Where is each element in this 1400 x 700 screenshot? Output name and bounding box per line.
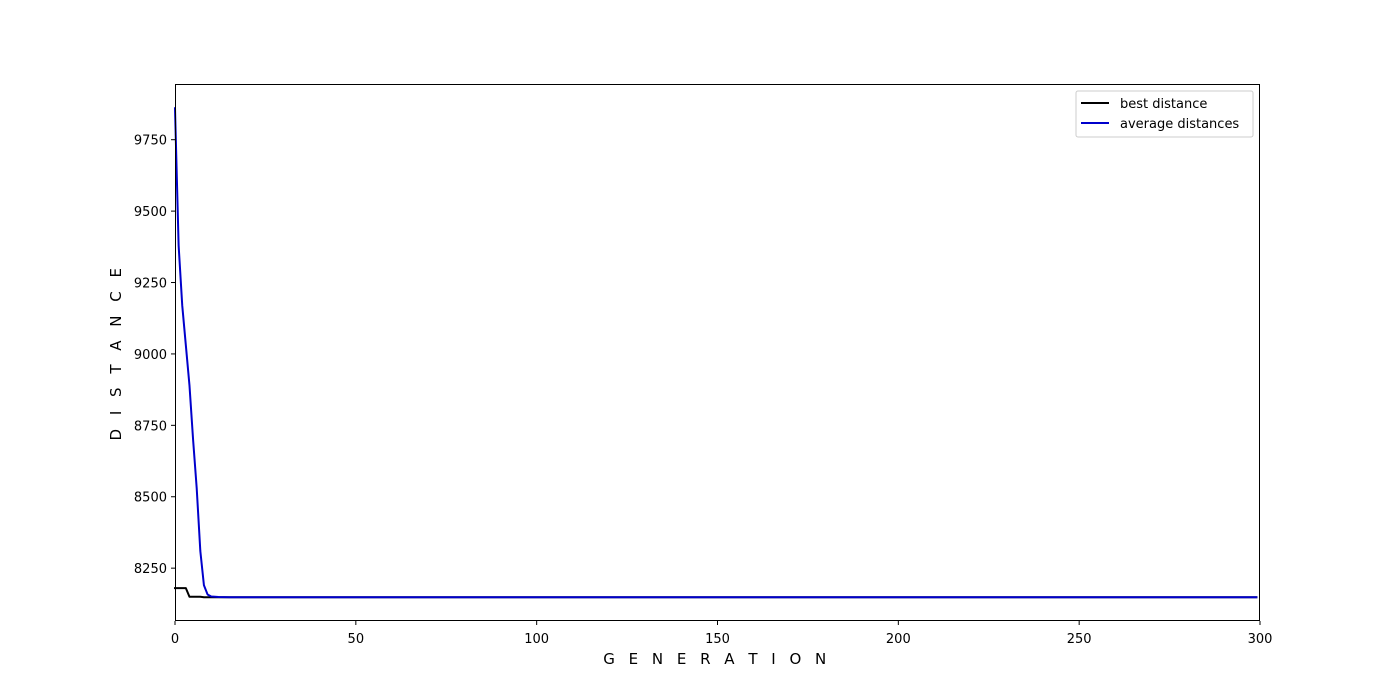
y-tick-label: 9250 — [134, 277, 167, 292]
y-tick-label: 9500 — [134, 205, 167, 220]
y-axis-title: D I S T A N C E — [107, 264, 125, 441]
y-tick-label: 8750 — [134, 419, 167, 434]
y-tick-label: 8500 — [134, 491, 167, 506]
series-line-average-distances — [173, 107, 1258, 599]
x-axis-ticks: 0 50 100 150 200 250 300 — [171, 621, 1273, 647]
plot-area-background — [175, 84, 1260, 621]
legend-box — [1075, 90, 1254, 138]
legend-label-average-distances: average distances — [1120, 117, 1239, 132]
y-tick-label: 9750 — [134, 134, 167, 149]
y-tick-label: 8250 — [134, 562, 167, 577]
x-tick-label: 300 — [1248, 632, 1273, 647]
series-layer — [173, 107, 1258, 599]
y-tick-label: 9000 — [134, 348, 167, 363]
x-tick-label: 100 — [524, 632, 549, 647]
plot-frame — [175, 84, 1260, 621]
x-axis-title: G E N E R A T I O N — [603, 650, 831, 668]
x-tick-label: 150 — [705, 632, 730, 647]
legend: best distance average distances — [1075, 90, 1254, 138]
x-tick-label: 250 — [1067, 632, 1092, 647]
x-tick-label: 200 — [886, 632, 911, 647]
y-axis-ticks: 8250 8500 8750 9000 9250 9500 9750 — [134, 134, 175, 577]
x-tick-label: 50 — [348, 632, 365, 647]
x-tick-label: 0 — [171, 632, 179, 647]
legend-label-best-distance: best distance — [1120, 97, 1207, 112]
